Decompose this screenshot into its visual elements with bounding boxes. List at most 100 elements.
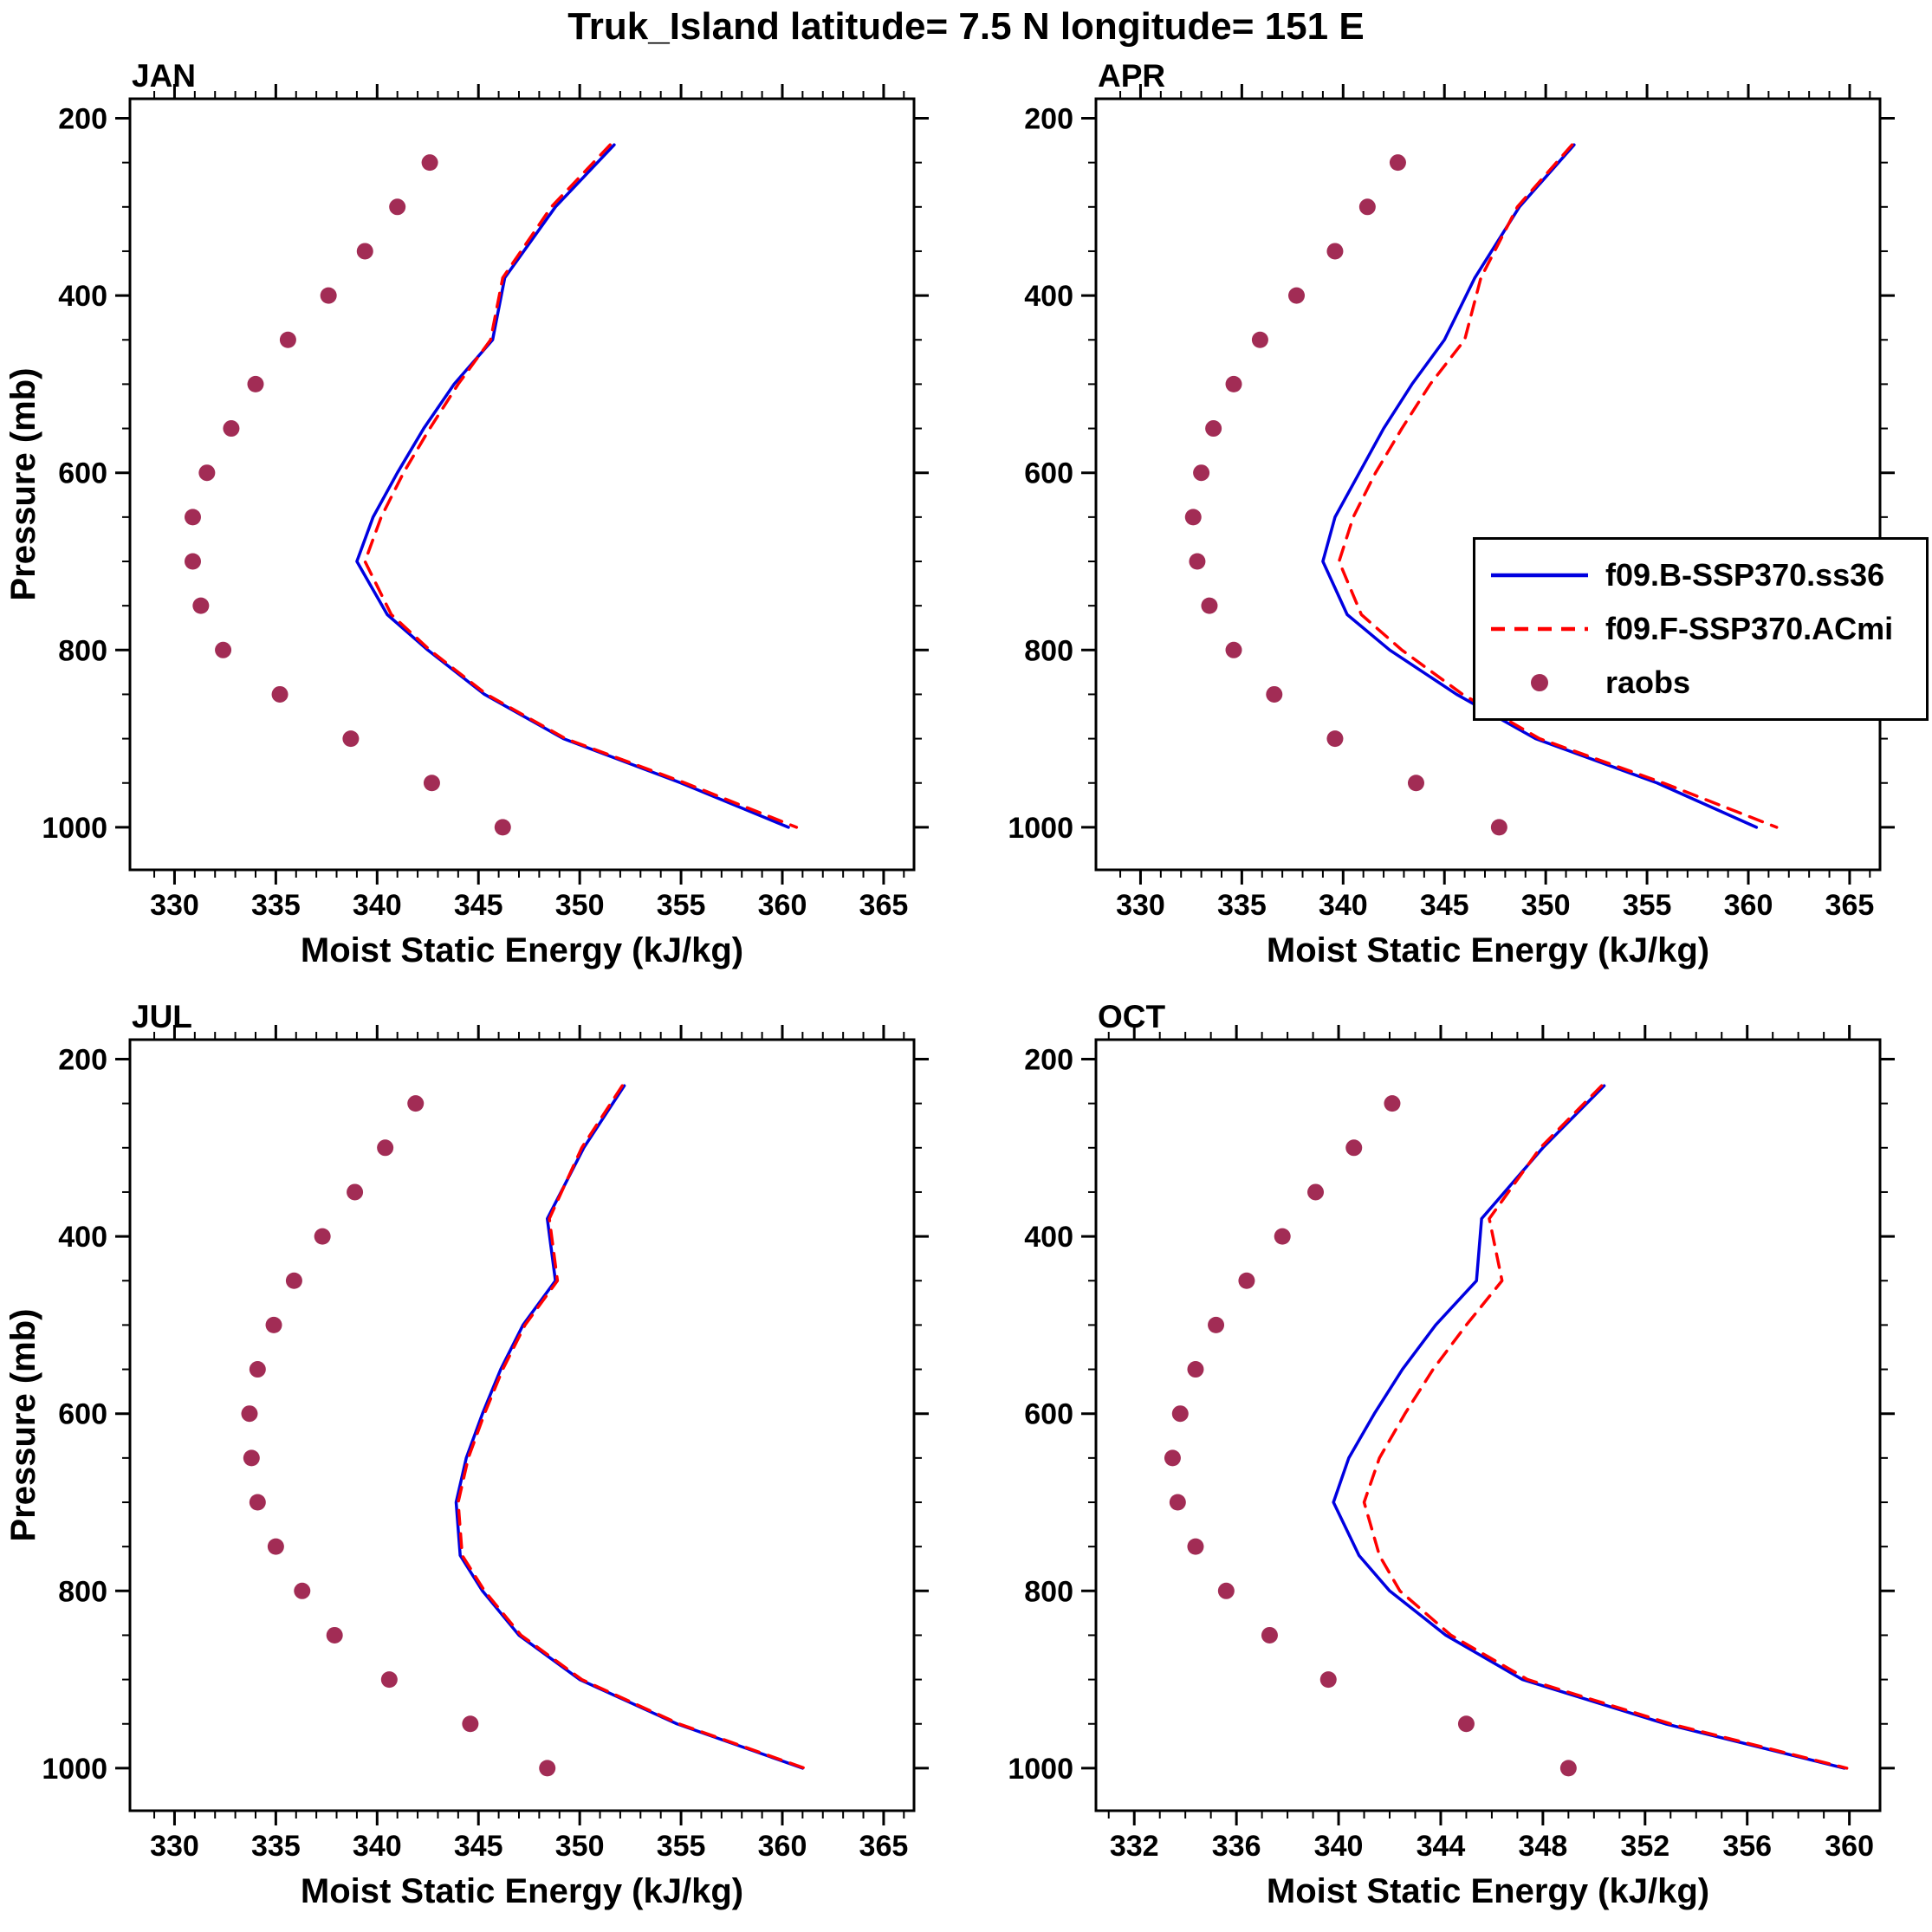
svg-text:355: 355 xyxy=(657,889,706,922)
panel-jan-chart: 330 335 340 345 350 355 360 365 200 400 600 800 1000… xyxy=(4,58,929,969)
raobs-dot xyxy=(249,1361,266,1378)
raobs-dot xyxy=(539,1760,556,1777)
solid-line-sample-icon xyxy=(1491,573,1588,578)
svg-text:345: 345 xyxy=(454,889,503,922)
raobs-dot xyxy=(279,331,296,348)
panel-grid: 330 335 340 345 350 355 360 365 200 400 600 800 1000… xyxy=(0,50,1932,1932)
axis-ticks xyxy=(115,84,929,885)
series-line-solid xyxy=(355,143,790,829)
y-axis-title: Pressure (mb) xyxy=(4,368,42,601)
svg-text:800: 800 xyxy=(1024,1575,1073,1608)
series-line-solid xyxy=(1321,143,1759,829)
svg-text:345: 345 xyxy=(1420,889,1469,922)
raobs-dot xyxy=(223,420,240,438)
svg-text:340: 340 xyxy=(353,889,402,922)
raobs-dot xyxy=(423,775,440,792)
svg-text:340: 340 xyxy=(1319,889,1368,922)
series-line-dashed xyxy=(457,1084,807,1770)
svg-text:400: 400 xyxy=(58,1221,107,1254)
raobs-dot xyxy=(494,819,511,836)
svg-text:365: 365 xyxy=(859,889,909,922)
raobs-dot xyxy=(243,1449,260,1467)
raobs-dot xyxy=(247,375,264,392)
raobs-dot xyxy=(1201,597,1218,614)
svg-text:344: 344 xyxy=(1417,1830,1466,1863)
y-tick-labels: 200 400 600 800 1000 xyxy=(1008,1044,1073,1786)
svg-text:200: 200 xyxy=(1024,1044,1073,1077)
raobs-dot xyxy=(184,509,201,526)
raobs-dot xyxy=(1490,819,1507,836)
svg-text:350: 350 xyxy=(555,889,605,922)
raobs-dots xyxy=(241,1095,556,1777)
raobs-dot xyxy=(377,1139,394,1157)
figure-title: Truk_Island latitude= 7.5 N longitude= 1… xyxy=(567,5,1365,48)
series-line-solid xyxy=(454,1084,805,1770)
svg-text:365: 365 xyxy=(859,1830,909,1863)
y-tick-labels: 200 400 600 800 1000 xyxy=(42,1044,107,1786)
panel-label: OCT xyxy=(1098,999,1166,1034)
legend-label-model-f: f09.F-SSP370.ACmi xyxy=(1605,611,1894,646)
raobs-dot xyxy=(285,1272,302,1289)
panel-oct-chart: 332 336 340 344 348 352 356 360 200 400 600 800 1000… xyxy=(1008,999,1895,1910)
svg-text:356: 356 xyxy=(1722,1830,1772,1863)
svg-text:360: 360 xyxy=(1825,1830,1874,1863)
svg-text:335: 335 xyxy=(251,889,301,922)
legend-label-model-b: f09.B-SSP370.ss36 xyxy=(1605,557,1885,593)
x-axis-title: Moist Static Energy (kJ/kg) xyxy=(1267,931,1709,969)
axis-ticks xyxy=(1081,84,1895,885)
svg-text:355: 355 xyxy=(657,1830,706,1863)
panel-label: APR xyxy=(1098,58,1165,94)
x-tick-labels: 330 335 340 345 350 355 360 365 xyxy=(1116,889,1874,922)
raobs-dot xyxy=(380,1671,398,1689)
raobs-dot xyxy=(267,1538,284,1555)
raobs-dot xyxy=(1208,1316,1225,1333)
raobs-dot xyxy=(184,553,201,570)
x-axis-title: Moist Static Energy (kJ/kg) xyxy=(1267,1872,1709,1910)
svg-text:340: 340 xyxy=(1314,1830,1364,1863)
raobs-dot xyxy=(198,464,216,482)
raobs-dot xyxy=(294,1582,311,1599)
svg-text:345: 345 xyxy=(454,1830,503,1863)
raobs-dot xyxy=(407,1095,425,1112)
raobs-dot xyxy=(1189,553,1206,570)
raobs-dot xyxy=(314,1228,331,1245)
svg-text:355: 355 xyxy=(1623,889,1672,922)
raobs-dot xyxy=(356,243,373,260)
svg-text:360: 360 xyxy=(758,889,807,922)
axis-ticks xyxy=(1081,1025,1895,1825)
raobs-dots xyxy=(1164,1095,1577,1777)
svg-text:400: 400 xyxy=(1024,1221,1073,1254)
axis-ticks xyxy=(115,1025,929,1825)
x-tick-labels: 330 335 340 345 350 355 360 365 xyxy=(150,1830,908,1863)
raobs-dots xyxy=(184,154,511,836)
svg-text:365: 365 xyxy=(1825,889,1875,922)
svg-text:332: 332 xyxy=(1110,1830,1159,1863)
raobs-dot xyxy=(389,198,406,216)
svg-text:330: 330 xyxy=(1116,889,1165,922)
svg-text:200: 200 xyxy=(1024,103,1073,136)
raobs-dot xyxy=(1345,1139,1363,1157)
svg-text:1000: 1000 xyxy=(1008,812,1073,845)
svg-text:400: 400 xyxy=(58,280,107,313)
svg-text:800: 800 xyxy=(58,634,107,667)
series-line-dashed xyxy=(363,143,799,829)
svg-text:600: 600 xyxy=(58,1398,107,1431)
raobs-dot xyxy=(1326,243,1344,260)
raobs-dot xyxy=(1319,1671,1337,1689)
y-tick-labels: 200 400 600 800 1000 xyxy=(42,103,107,845)
raobs-dot xyxy=(1266,685,1283,703)
x-axis-title: Moist Static Energy (kJ/kg) xyxy=(301,1872,743,1910)
raobs-dot xyxy=(271,685,289,703)
panel-apr-chart: 330 335 340 345 350 355 360 365 200 400 600 800 1000… xyxy=(1008,58,1895,969)
raobs-dot xyxy=(1205,420,1222,438)
svg-text:600: 600 xyxy=(1024,457,1073,490)
y-axis-title: Pressure (mb) xyxy=(4,1309,42,1542)
raobs-dot xyxy=(1251,331,1268,348)
plot-frame xyxy=(128,97,916,872)
svg-text:340: 340 xyxy=(353,1830,402,1863)
raobs-dot xyxy=(215,641,232,658)
dashed-line-sample-icon xyxy=(1491,626,1588,632)
svg-text:1000: 1000 xyxy=(1008,1753,1073,1786)
svg-text:800: 800 xyxy=(1024,634,1073,667)
